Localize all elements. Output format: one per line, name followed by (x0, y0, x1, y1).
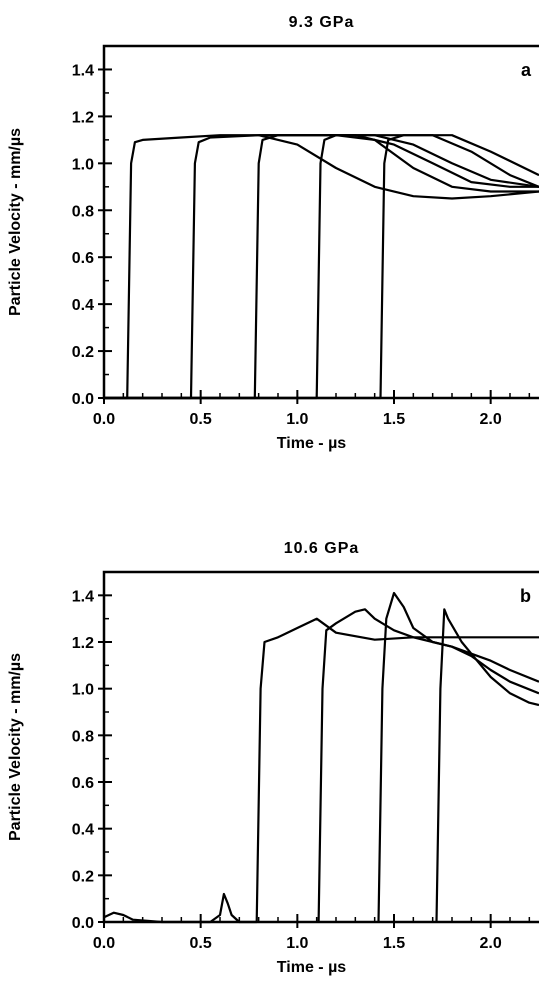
y-tick-label: 1.2 (72, 109, 94, 126)
series-line-4 (435, 608, 539, 923)
chart-b-svg: 0.0 0.2 0.4 0.6 0.8 1.0 1.2 1.4 0.0 0.5 1.0 1.5 2.0 T… (7, 570, 539, 976)
chart-panel-a: 9.3 GPa 0.0 0.2 0.4 0.6 0.8 1.0 1.2 1.4 0.0 0.5 1.… (0, 0, 539, 490)
y-tick-label: 1.0 (72, 156, 94, 173)
panel-letter: b (520, 586, 531, 606)
y-axis-label: Particle Velocity - mm/µs (7, 128, 24, 316)
x-tick-label: 1.0 (286, 935, 308, 952)
x-axis-label: Time - µs (277, 435, 346, 452)
y-tick-label: 0.4 (72, 822, 94, 839)
series-line-4 (104, 134, 539, 400)
chart-title: 10.6 GPa (283, 540, 360, 557)
y-tick-label: 0.2 (72, 344, 94, 361)
plot-frame (102, 570, 539, 924)
x-tick-label: 0.5 (190, 411, 212, 428)
panel-letter: a (521, 60, 532, 80)
x-tick-label: 1.0 (286, 411, 308, 428)
y-tick-label: 0.8 (72, 728, 94, 745)
series-line-3 (104, 134, 539, 400)
x-tick-label: 2.0 (480, 935, 502, 952)
y-tick-label: 0.0 (72, 915, 94, 932)
series-line-3 (377, 591, 539, 923)
series-line-1 (104, 134, 539, 400)
series-line-2 (317, 608, 539, 923)
x-tick-label: 0.0 (93, 935, 115, 952)
y-tick-label: 0.6 (72, 775, 94, 792)
y-tick-label: 1.4 (72, 588, 94, 605)
series-line-1 (103, 617, 539, 924)
series-line-2 (104, 134, 539, 400)
x-tick-label: 1.5 (383, 935, 405, 952)
y-tick-label: 1.4 (72, 62, 94, 79)
plot-frame (102, 44, 539, 400)
chart-a-svg: 0.0 0.2 0.4 0.6 0.8 1.0 1.2 1.4 0.0 0.5 1.0 1.5 2.0 T… (7, 44, 539, 452)
y-tick-label: 0.8 (72, 203, 94, 220)
x-tick-label: 0.5 (190, 935, 212, 952)
x-axis-label: Time - µs (277, 959, 346, 976)
y-tick-label: 0.2 (72, 868, 94, 885)
chart-panel-b: 10.6 GPa 0.0 0.2 0.4 0.6 0.8 1.0 1.2 1.4 0.0 0.5 1… (0, 530, 539, 995)
y-tick-label: 0.0 (72, 391, 94, 408)
y-tick-label: 1.2 (72, 635, 94, 652)
y-tick-label: 0.4 (72, 297, 94, 314)
x-tick-label: 1.5 (383, 411, 405, 428)
series-line-5 (104, 134, 539, 400)
y-axis-label: Particle Velocity - mm/µs (7, 653, 24, 841)
chart-title: 9.3 GPa (288, 14, 355, 31)
y-tick-label: 1.0 (72, 682, 94, 699)
x-tick-label: 2.0 (480, 411, 502, 428)
series-line-6 (258, 134, 539, 200)
x-tick-label: 0.0 (93, 411, 115, 428)
y-tick-label: 0.6 (72, 250, 94, 267)
